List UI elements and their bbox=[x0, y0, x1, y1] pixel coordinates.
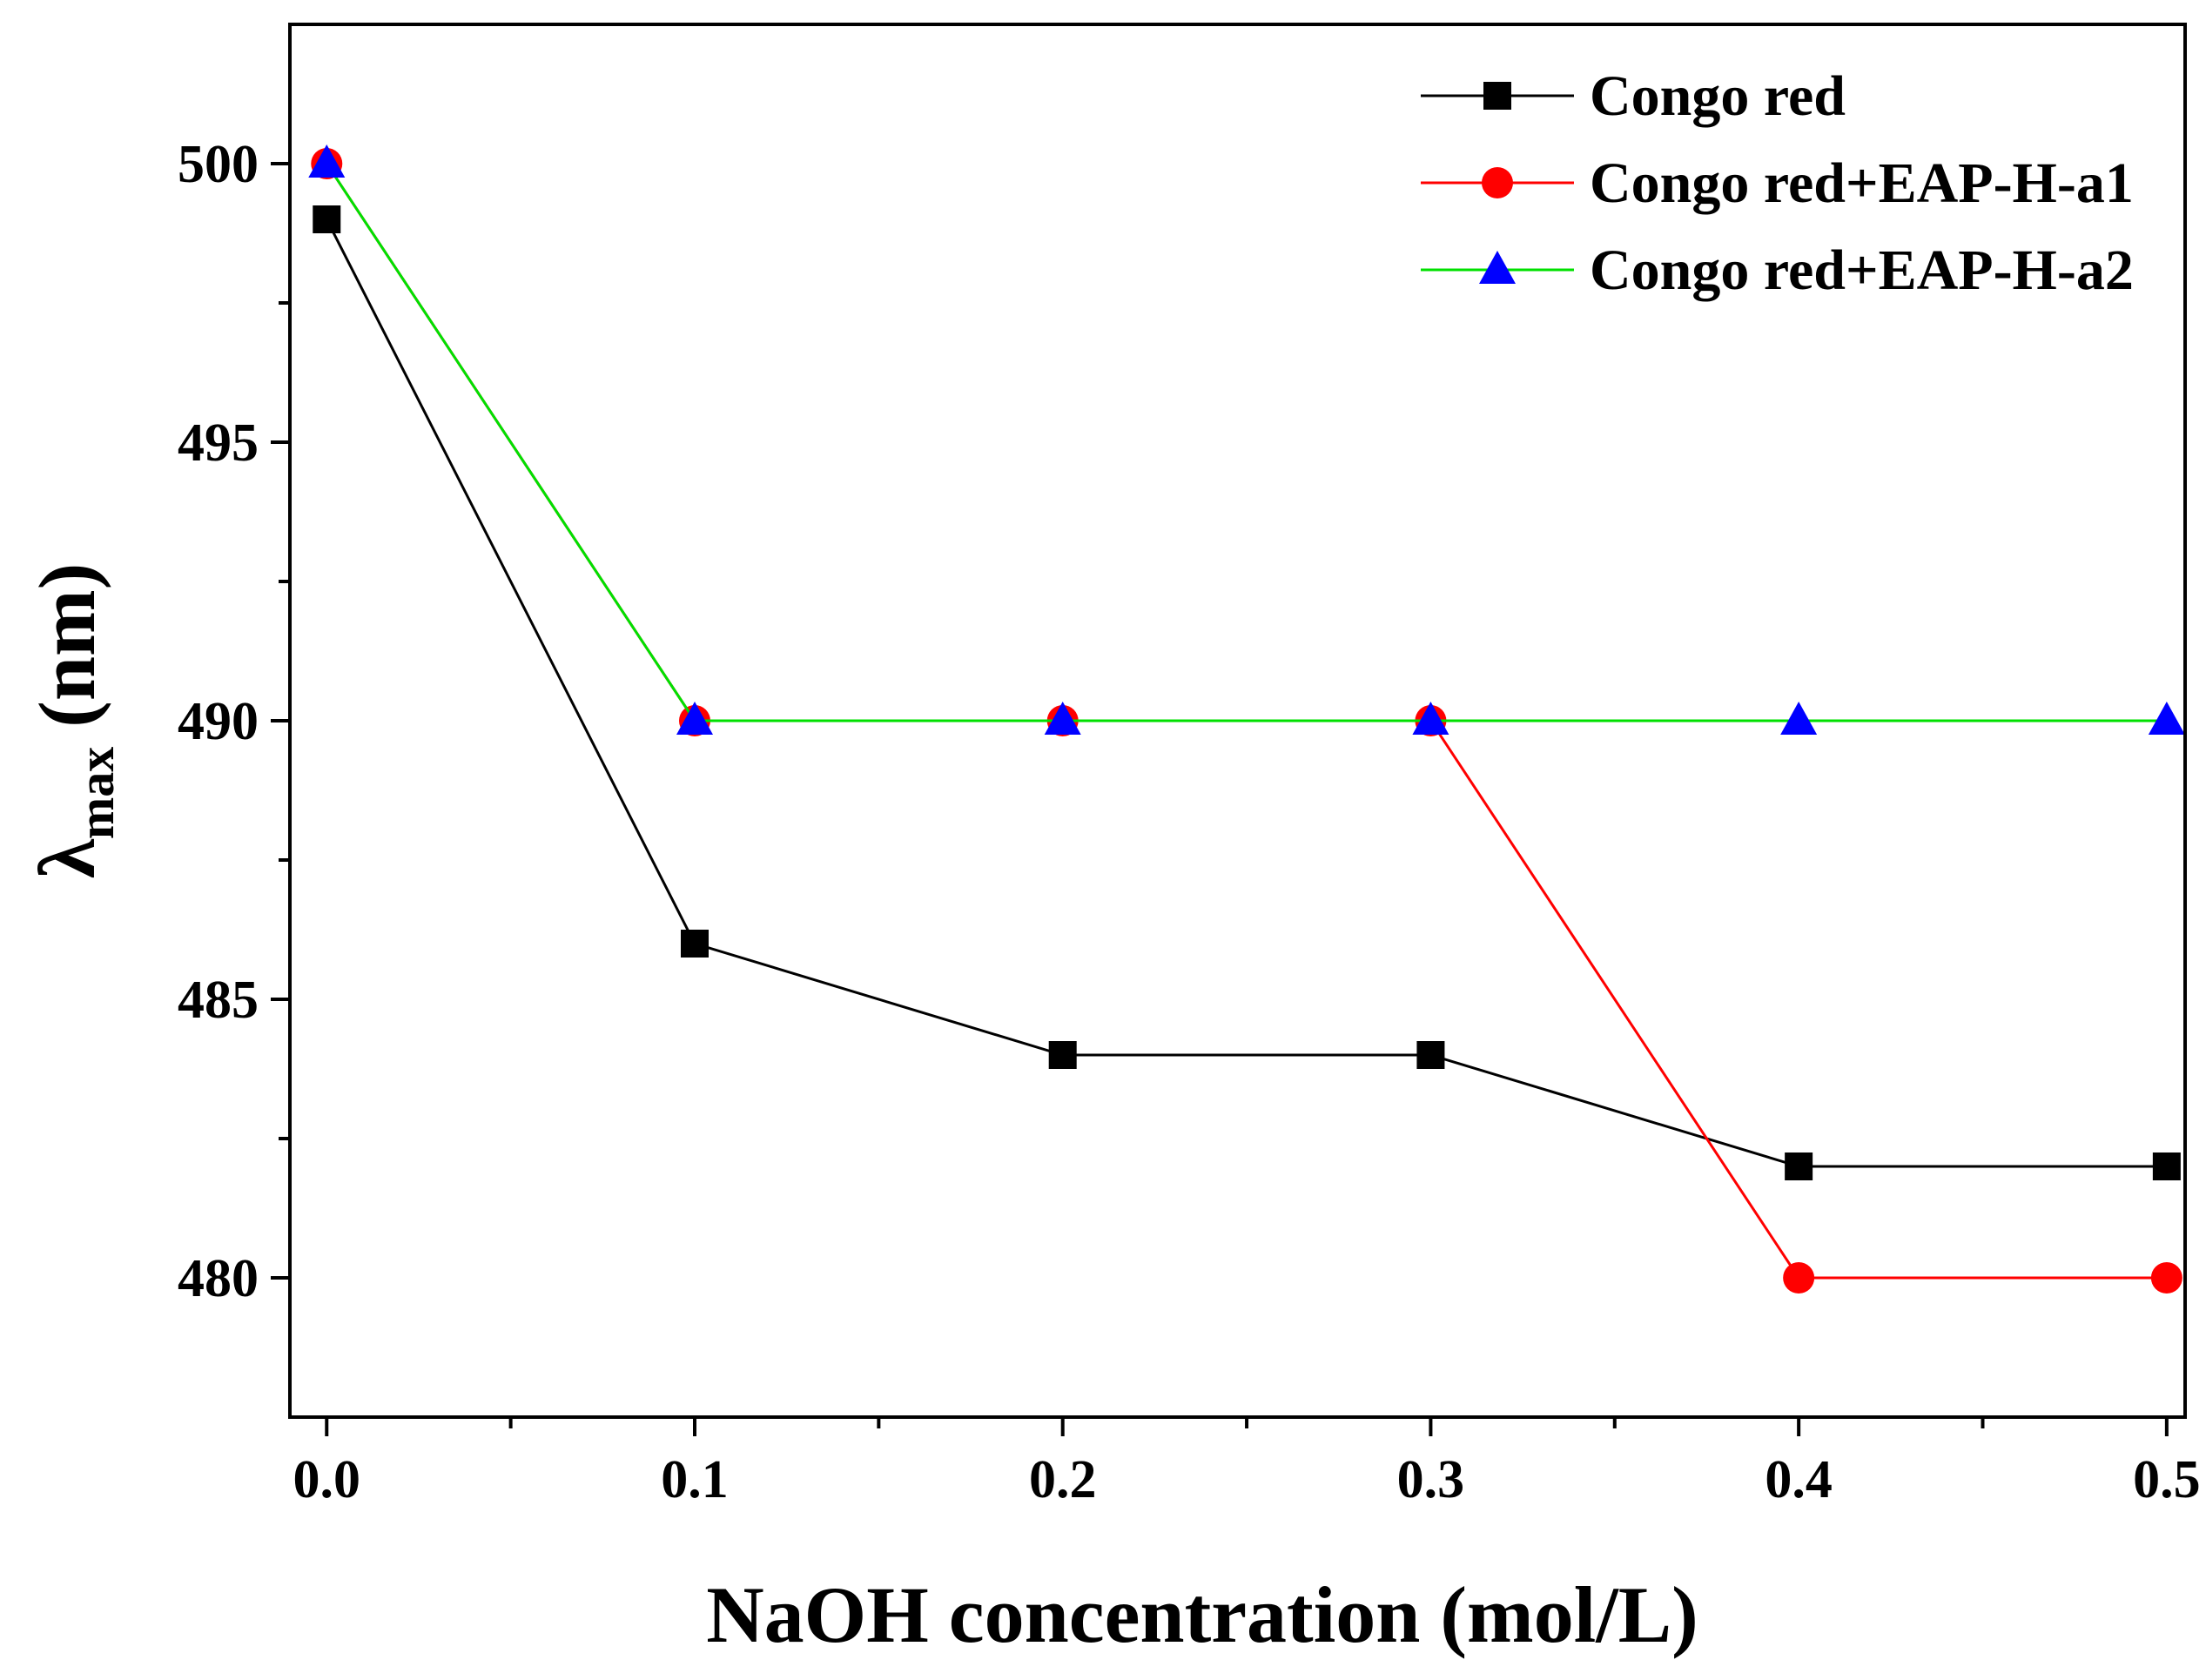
legend-label: Congo red+EAP-H-a2 bbox=[1590, 239, 2134, 302]
y-tick-label: 480 bbox=[178, 1249, 259, 1308]
data-point bbox=[1412, 702, 1449, 735]
y-tick-label: 490 bbox=[178, 692, 259, 751]
legend-item: Congo red+EAP-H-a2 bbox=[1421, 239, 2134, 302]
data-point bbox=[1780, 702, 1818, 735]
data-point bbox=[1044, 702, 1081, 735]
data-point bbox=[680, 930, 709, 958]
y-axis-symbol: λ bbox=[23, 838, 111, 878]
data-point bbox=[2148, 702, 2185, 735]
legend-item: Congo red+EAP-H-a1 bbox=[1421, 151, 2134, 215]
x-tick-label: 0.4 bbox=[1765, 1450, 1833, 1509]
y-axis-subscript: max bbox=[68, 747, 124, 839]
data-point bbox=[1783, 1262, 1815, 1294]
data-point bbox=[313, 205, 341, 233]
data-point bbox=[2152, 1152, 2181, 1180]
legend-item: Congo red bbox=[1421, 64, 1846, 128]
legend-marker bbox=[1482, 167, 1513, 198]
series-layer bbox=[308, 144, 2185, 1294]
data-point bbox=[308, 144, 346, 178]
svg-text:λmax(nm): λmax (nm) bbox=[23, 563, 124, 879]
x-axis-title: NaOH concentration (mol/L) bbox=[706, 1570, 1698, 1659]
data-point bbox=[676, 702, 713, 735]
x-tick-label: 0.0 bbox=[293, 1450, 361, 1509]
y-axis-unit: (nm) bbox=[23, 563, 111, 728]
y-tick-label: 485 bbox=[178, 971, 259, 1030]
y-tick-label: 500 bbox=[178, 135, 259, 194]
legend-label: Congo red+EAP-H-a1 bbox=[1590, 151, 2134, 215]
series-line bbox=[326, 163, 2167, 722]
data-point bbox=[1785, 1152, 1813, 1180]
series-3 bbox=[308, 144, 2185, 735]
x-tick-label: 0.3 bbox=[1397, 1450, 1465, 1509]
data-point bbox=[1048, 1041, 1077, 1069]
plot-frame bbox=[288, 23, 2187, 1419]
ticks-layer: 0.0 0.1 0.2 0.3 0.4 0.5 480 485 490 495 500 bbox=[178, 135, 2201, 1509]
data-point bbox=[1416, 1041, 1445, 1069]
legend-marker bbox=[1483, 82, 1511, 110]
y-tick-label: 495 bbox=[178, 413, 259, 473]
data-point bbox=[2150, 1262, 2182, 1294]
legend-marker bbox=[1479, 251, 1516, 284]
legend-label: Congo red bbox=[1590, 64, 1846, 128]
x-tick-label: 0.1 bbox=[661, 1450, 729, 1509]
series-line bbox=[325, 218, 2167, 1168]
x-tick-label: 0.2 bbox=[1029, 1450, 1097, 1509]
x-tick-label: 0.5 bbox=[2133, 1450, 2201, 1509]
series-1 bbox=[313, 205, 2181, 1180]
y-axis-title: λmax (nm) bbox=[23, 563, 124, 879]
legend: Congo red Congo red+EAP-H-a1 Congo red+EAP… bbox=[1421, 64, 2134, 302]
